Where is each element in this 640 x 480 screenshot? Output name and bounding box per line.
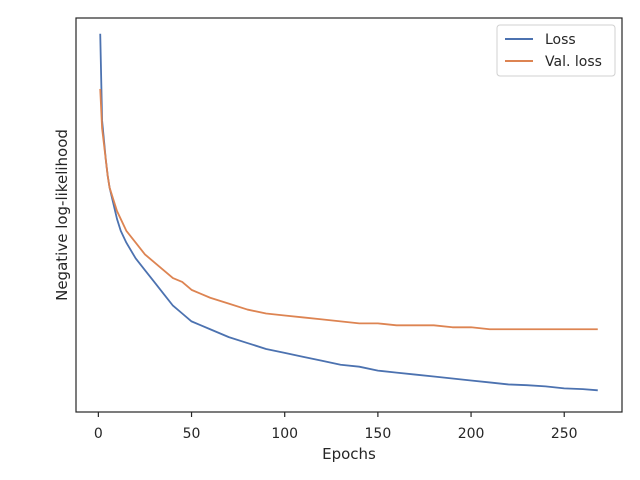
- x-tick-label: 250: [551, 426, 578, 442]
- legend-label-loss: Loss: [545, 32, 576, 48]
- x-ticks: 0 50 100 150 200 250: [94, 412, 578, 442]
- legend-box: [496, 24, 616, 77]
- x-tick-label: 150: [365, 426, 392, 442]
- legend-label-val-loss: Val. loss: [545, 54, 602, 70]
- series-lines: [99, 33, 598, 392]
- x-tick-label: 100: [271, 426, 298, 442]
- x-axis-label: Epochs: [322, 445, 376, 463]
- y-axis-label: Negative log-likelihood: [53, 129, 71, 301]
- x-tick-label: 50: [183, 426, 201, 442]
- series-line-loss: [99, 33, 598, 392]
- x-tick-label: 0: [94, 426, 103, 442]
- x-tick-label: 200: [458, 426, 485, 442]
- series-line-val-loss: [99, 88, 598, 331]
- plot-frame: [75, 17, 623, 413]
- legend: Loss Val. loss: [496, 24, 616, 77]
